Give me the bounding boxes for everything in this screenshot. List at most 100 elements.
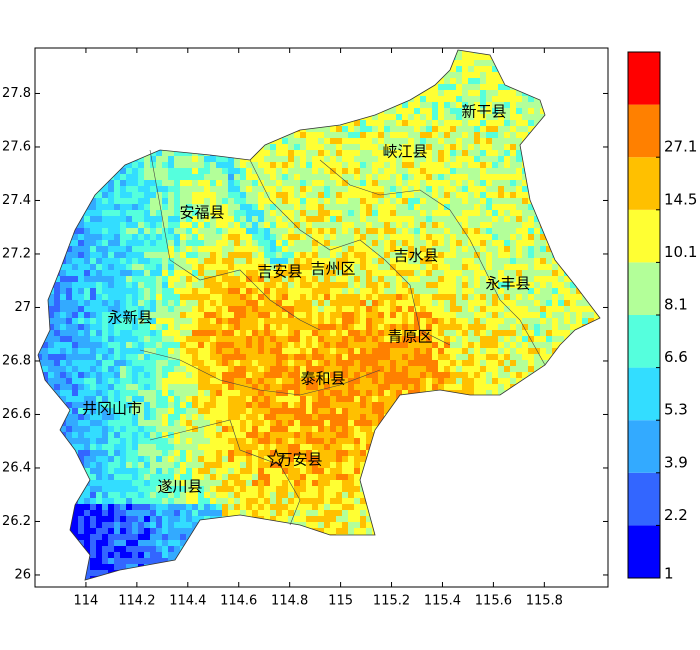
raster-cell <box>498 126 504 132</box>
raster-cell <box>324 294 330 300</box>
raster-cell <box>480 138 486 144</box>
raster-cell <box>540 60 546 66</box>
raster-cell <box>174 180 180 186</box>
raster-cell <box>186 84 192 90</box>
raster-cell <box>300 282 306 288</box>
raster-cell <box>588 240 594 246</box>
raster-cell <box>228 330 234 336</box>
raster-cell <box>480 240 486 246</box>
raster-cell <box>222 126 228 132</box>
raster-cell <box>564 192 570 198</box>
raster-cell <box>54 252 60 258</box>
raster-cell <box>114 108 120 114</box>
raster-cell <box>414 168 420 174</box>
raster-cell <box>150 90 156 96</box>
raster-cell <box>126 126 132 132</box>
raster-cell <box>372 54 378 60</box>
raster-cell <box>510 252 516 258</box>
raster-cell <box>342 294 348 300</box>
raster-cell <box>414 60 420 66</box>
raster-cell <box>546 354 552 360</box>
raster-cell <box>96 150 102 156</box>
raster-cell <box>216 336 222 342</box>
raster-cell <box>528 342 534 348</box>
raster-cell <box>180 78 186 84</box>
raster-cell <box>48 204 54 210</box>
raster-cell <box>426 78 432 84</box>
raster-cell <box>204 282 210 288</box>
raster-cell <box>492 282 498 288</box>
raster-cell <box>282 342 288 348</box>
raster-cell <box>264 114 270 120</box>
raster-cell <box>90 228 96 234</box>
raster-cell <box>444 162 450 168</box>
raster-cell <box>504 246 510 252</box>
raster-cell <box>180 222 186 228</box>
raster-cell <box>588 198 594 204</box>
raster-cell <box>480 348 486 354</box>
raster-cell <box>390 162 396 168</box>
raster-cell <box>342 126 348 132</box>
raster-cell <box>552 180 558 186</box>
raster-cell <box>180 258 186 264</box>
raster-cell <box>576 168 582 174</box>
raster-cell <box>588 330 594 336</box>
raster-cell <box>378 246 384 252</box>
raster-cell <box>312 312 318 318</box>
raster-cell <box>462 354 468 360</box>
raster-cell <box>510 72 516 78</box>
raster-cell <box>510 60 516 66</box>
raster-cell <box>54 204 60 210</box>
raster-cell <box>228 96 234 102</box>
raster-cell <box>108 66 114 72</box>
raster-cell <box>132 180 138 186</box>
raster-cell <box>366 240 372 246</box>
raster-cell <box>564 186 570 192</box>
raster-cell <box>564 138 570 144</box>
raster-cell <box>558 204 564 210</box>
raster-cell <box>126 354 132 360</box>
raster-cell <box>312 264 318 270</box>
raster-cell <box>186 156 192 162</box>
raster-cell <box>216 96 222 102</box>
raster-cell <box>132 330 138 336</box>
raster-cell <box>48 258 54 264</box>
raster-cell <box>138 96 144 102</box>
raster-cell <box>582 150 588 156</box>
raster-cell <box>42 216 48 222</box>
raster-cell <box>84 50 90 54</box>
raster-cell <box>66 108 72 114</box>
raster-cell <box>270 84 276 90</box>
raster-cell <box>228 102 234 108</box>
raster-cell <box>294 90 300 96</box>
raster-cell <box>78 126 84 132</box>
raster-cell <box>54 84 60 90</box>
raster-cell <box>534 192 540 198</box>
raster-cell <box>450 156 456 162</box>
raster-cell <box>276 270 282 276</box>
raster-cell <box>264 348 270 354</box>
raster-cell <box>186 348 192 354</box>
raster-cell <box>414 354 420 360</box>
raster-cell <box>258 168 264 174</box>
raster-cell <box>432 174 438 180</box>
raster-cell <box>282 300 288 306</box>
raster-cell <box>108 120 114 126</box>
raster-cell <box>396 324 402 330</box>
raster-cell <box>456 66 462 72</box>
raster-cell <box>270 186 276 192</box>
raster-cell <box>486 324 492 330</box>
raster-cell <box>222 186 228 192</box>
raster-cell <box>564 54 570 60</box>
raster-cell <box>426 282 432 288</box>
raster-cell <box>426 276 432 282</box>
raster-cell <box>552 168 558 174</box>
raster-cell <box>162 276 168 282</box>
raster-cell <box>456 96 462 102</box>
raster-cell <box>138 246 144 252</box>
raster-cell <box>492 108 498 114</box>
raster-cell <box>78 102 84 108</box>
raster-cell <box>38 288 42 294</box>
raster-cell <box>228 354 234 360</box>
raster-cell <box>450 216 456 222</box>
